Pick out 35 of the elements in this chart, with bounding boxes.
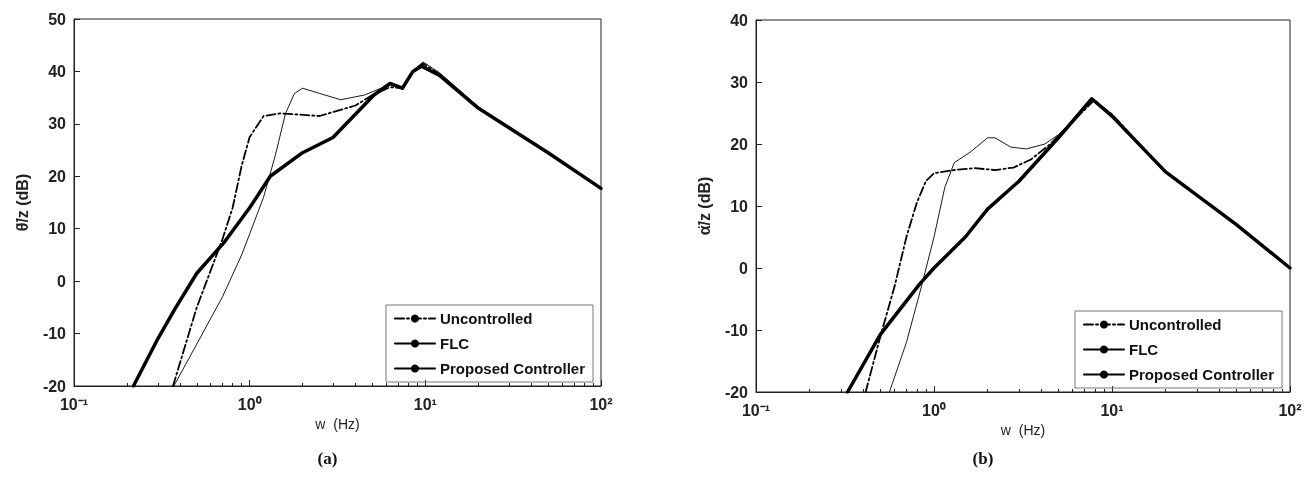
y-tick-label: 10 <box>730 197 749 215</box>
legend-label: Proposed Controller <box>1128 366 1275 383</box>
x-tick-label: 10² <box>589 395 613 413</box>
y-tick-label: -10 <box>724 321 749 339</box>
x-tick-label: 10⁻¹ <box>741 401 771 419</box>
y-axis-title: α̈/z (dB) <box>695 176 713 236</box>
x-tick-label: 10⁰ <box>237 395 262 413</box>
y-tick-label: 0 <box>57 272 67 290</box>
y-tick-label: -10 <box>42 325 67 343</box>
y-tick-label: 0 <box>739 259 749 277</box>
x-tick-label: 10² <box>1278 401 1302 419</box>
legend-label: Uncontrolled <box>439 310 533 327</box>
legend-label: FLC <box>1128 341 1159 358</box>
y-tick-label: 10 <box>48 220 67 238</box>
y-tick-label: 30 <box>48 115 67 133</box>
x-tick-label: 10¹ <box>413 395 437 413</box>
y-tick-label: 50 <box>48 10 67 28</box>
text: (b) <box>972 449 994 468</box>
x-axis-title: w (Hz) <box>999 421 1046 438</box>
x-tick-label: 10⁻¹ <box>59 395 89 413</box>
text: (a) <box>317 449 338 468</box>
legend-label: Uncontrolled <box>1128 316 1222 333</box>
y-tick-label: -20 <box>724 383 749 401</box>
y-tick-label: 20 <box>48 167 67 185</box>
x-axis-title: w (Hz) <box>314 415 360 432</box>
y-tick-label: 40 <box>48 62 67 80</box>
y-tick-label: 20 <box>730 135 749 153</box>
y-tick-label: 30 <box>730 73 749 91</box>
y-tick-label: 40 <box>730 11 749 29</box>
y-axis-title: θ̈/z (dB) <box>13 173 31 232</box>
x-tick-label: 10¹ <box>1100 401 1124 419</box>
legend-label: Proposed Controller <box>439 360 586 377</box>
x-tick-label: 10⁰ <box>922 401 946 419</box>
legend-label: FLC <box>439 335 470 352</box>
y-tick-label: -20 <box>42 377 67 395</box>
